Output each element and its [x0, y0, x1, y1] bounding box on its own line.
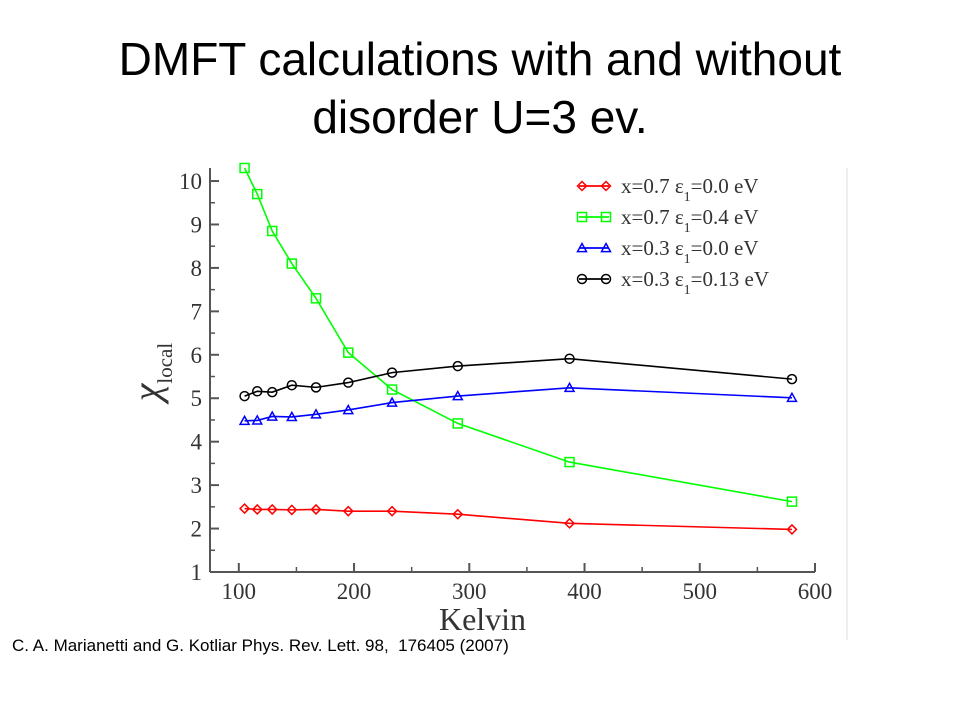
data-point	[239, 503, 251, 515]
data-point	[239, 390, 250, 402]
data-point	[286, 258, 298, 269]
y-axis-label: χlocal	[124, 343, 177, 406]
data-point	[452, 360, 464, 372]
data-point	[310, 408, 322, 419]
data-point	[266, 410, 279, 421]
legend-entry-1: x=0.7 ε1=0.0 eV	[576, 174, 759, 205]
x-tick-label: 500	[683, 579, 718, 604]
y-tick-label: 10	[179, 169, 202, 194]
data-point	[251, 414, 264, 425]
y-tick-label: 5	[191, 386, 203, 411]
data-point	[786, 496, 798, 507]
title-line-1: DMFT calculations with and without	[118, 33, 842, 85]
series-line	[244, 507, 792, 531]
data-point	[266, 225, 278, 237]
legend-entry-4: x=0.3 ε1=0.13 eV	[576, 267, 769, 298]
axis-labels: Kelvin χlocal	[124, 343, 526, 637]
data-point	[266, 386, 278, 398]
series-line	[243, 167, 793, 503]
data-point	[386, 505, 398, 517]
data-point	[310, 382, 322, 393]
data-point	[386, 367, 398, 378]
series-line	[244, 387, 792, 422]
data-point	[251, 386, 263, 397]
legend-entry-2: x=0.7 ε1=0.4 eV	[576, 205, 759, 236]
legend-marker	[600, 180, 612, 192]
legend-marker	[600, 211, 612, 223]
data-point	[342, 505, 354, 517]
legend-marker	[576, 211, 588, 223]
legend: x=0.7 ε1=0.0 eVx=0.7 ε1=0.4 eVx=0.3 ε1=0…	[576, 174, 769, 298]
x-axis-label: Kelvin	[439, 601, 526, 637]
y-tick-label: 7	[191, 299, 203, 324]
legend-marker	[576, 241, 588, 253]
x-tick-label: 300	[452, 579, 487, 604]
data-point	[310, 503, 322, 516]
series-1	[239, 503, 798, 535]
legend-marker	[576, 180, 588, 192]
data-point	[564, 456, 575, 468]
data-point	[786, 391, 798, 403]
legend-label: x=0.7 ε1=0.4 eV	[621, 205, 759, 236]
y-tick-label: 4	[191, 430, 203, 455]
data-point	[266, 503, 278, 516]
data-point	[451, 390, 464, 401]
data-point	[786, 523, 798, 535]
legend-marker	[600, 273, 612, 285]
data-point	[563, 381, 576, 393]
data-point	[786, 373, 798, 385]
series-line	[244, 357, 793, 397]
data-point	[286, 504, 298, 516]
legend-label: x=0.3 ε1=0.0 eV	[621, 236, 759, 267]
title-line-2: disorder U=3 ev.	[312, 91, 648, 143]
legend-marker	[600, 241, 612, 253]
axis-ticks: 100 200 300 400 500 600 1 2 3 4 5 6 7 8 9 10	[179, 169, 832, 604]
data-point	[251, 188, 263, 200]
data-point	[286, 410, 298, 422]
data-point	[343, 377, 354, 388]
data-point	[343, 347, 354, 358]
y-tick-label: 8	[191, 256, 203, 281]
plot-area	[209, 168, 848, 640]
data-point	[564, 353, 575, 364]
legend-entry-3: x=0.3 ε1=0.0 eV	[576, 236, 759, 267]
data-point	[286, 379, 298, 391]
legend-label: x=0.7 ε1=0.0 eV	[621, 174, 759, 205]
data-point	[386, 384, 398, 395]
x-tick-label: 100	[222, 579, 257, 604]
data-point	[239, 162, 250, 174]
y-tick-label: 6	[191, 343, 203, 368]
data-point	[563, 517, 576, 529]
series-group	[238, 162, 798, 535]
series-4	[239, 353, 798, 402]
data-point	[386, 396, 398, 407]
data-point	[310, 293, 322, 304]
legend-marker	[576, 273, 588, 285]
data-point	[342, 403, 355, 415]
citation: C. A. Marianetti and G. Kotliar Phys. Re…	[12, 636, 509, 655]
x-tick-label: 400	[567, 579, 602, 604]
series-3	[238, 381, 798, 426]
y-tick-label: 2	[191, 517, 203, 542]
series-2	[239, 162, 798, 507]
data-point	[238, 414, 251, 426]
y-tick-label: 3	[191, 473, 203, 498]
y-tick-label: 1	[191, 560, 203, 585]
x-tick-label: 600	[798, 579, 833, 604]
legend-label: x=0.3 ε1=0.13 eV	[621, 267, 769, 298]
data-point	[251, 503, 263, 516]
y-tick-label: 9	[191, 212, 203, 237]
data-point	[452, 508, 464, 520]
data-point	[452, 418, 464, 429]
x-tick-label: 200	[337, 579, 372, 604]
slide-title: DMFT calculations with and without disor…	[0, 30, 960, 146]
